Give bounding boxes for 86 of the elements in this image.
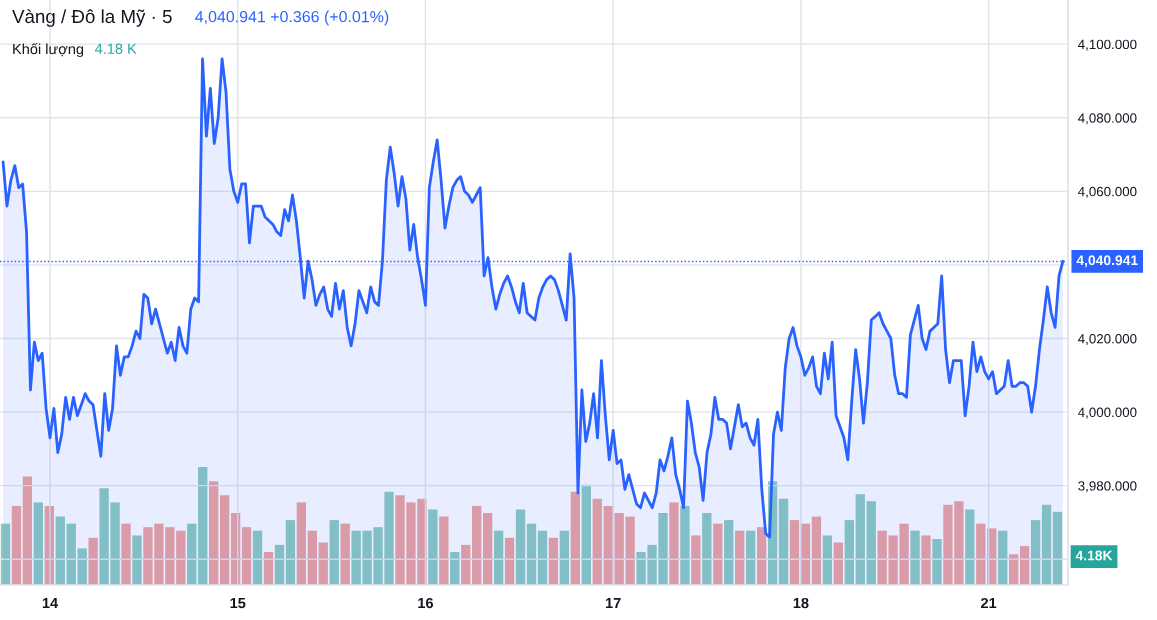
bar <box>88 537 98 585</box>
bar <box>198 467 208 585</box>
bar <box>1009 554 1019 585</box>
bar <box>515 509 526 585</box>
bar <box>329 520 339 585</box>
bar <box>855 494 865 585</box>
bar <box>121 523 131 585</box>
bar <box>592 498 602 585</box>
x-tick-label: 16 <box>418 597 434 609</box>
chart-title: Vàng / Đô la Mỹ · 5 <box>12 9 172 27</box>
bar <box>778 498 789 585</box>
bar <box>998 530 1008 585</box>
bar <box>296 502 307 585</box>
bar <box>735 530 745 585</box>
bar <box>691 535 701 585</box>
bar <box>822 535 833 585</box>
bar <box>526 523 537 585</box>
bar <box>33 502 44 585</box>
bar <box>713 523 723 585</box>
bar <box>439 516 449 585</box>
bar <box>702 513 712 585</box>
bar <box>1019 546 1030 585</box>
bar <box>340 523 350 585</box>
bar <box>285 520 296 585</box>
bar <box>493 530 504 585</box>
text: 4,040.941 +0.366 (+0.01%) <box>195 10 389 26</box>
x-tick-label: 21 <box>981 597 997 609</box>
bar <box>77 548 87 585</box>
y-tick-label: 4,080.000 <box>1078 113 1137 125</box>
bar <box>581 484 591 585</box>
bar <box>1041 504 1052 585</box>
bar <box>504 537 515 585</box>
x-tick-label: 14 <box>42 598 59 609</box>
bar <box>965 509 975 585</box>
y-tick-label: 3,980.000 <box>1078 481 1137 493</box>
bar <box>0 523 11 585</box>
bar <box>669 502 679 585</box>
bar <box>866 501 876 585</box>
x-tick-label: 17 <box>605 598 621 609</box>
bar <box>274 544 285 585</box>
annotation: Khối lượng <box>13 42 84 58</box>
bar <box>548 537 559 585</box>
bar <box>66 523 76 585</box>
bar <box>483 513 493 585</box>
bar <box>22 476 33 585</box>
bar <box>844 520 854 585</box>
bar <box>789 520 800 585</box>
bar <box>537 530 548 585</box>
bar <box>450 551 460 585</box>
bar <box>746 530 756 585</box>
bar <box>307 530 317 585</box>
bar <box>11 505 22 585</box>
bar <box>1052 511 1063 585</box>
ref-line-label: 4,040.941 <box>1076 255 1138 268</box>
text: 4.18K <box>1075 550 1113 561</box>
bar <box>910 530 920 585</box>
bar <box>570 491 580 585</box>
bar <box>187 523 197 585</box>
bar <box>241 527 252 585</box>
bar <box>472 505 482 585</box>
bar <box>976 523 986 585</box>
y-tick-label: 4,060.000 <box>1078 186 1137 198</box>
bar <box>680 505 690 585</box>
bar <box>263 551 274 585</box>
bar <box>132 535 142 585</box>
x-tick-label: 15 <box>230 598 246 609</box>
bar <box>220 495 230 585</box>
bar <box>833 542 843 585</box>
y-tick-label: 4,020.000 <box>1078 334 1137 346</box>
bar <box>921 535 931 585</box>
bar <box>461 544 471 585</box>
bar <box>428 509 438 585</box>
bar <box>252 530 263 585</box>
x-tick-label: 18 <box>793 597 809 609</box>
bar <box>811 516 822 585</box>
bar <box>318 542 328 585</box>
bar <box>55 516 65 585</box>
bar <box>1030 520 1041 585</box>
bar <box>209 481 219 585</box>
bar <box>559 530 570 585</box>
y-tick-label: 4,000.000 <box>1078 407 1137 419</box>
bar <box>724 520 734 585</box>
bar <box>756 527 767 585</box>
y-tick-label: 4,100.000 <box>1078 39 1137 51</box>
bar <box>932 538 942 585</box>
annotation: 4.18 K <box>94 43 137 54</box>
